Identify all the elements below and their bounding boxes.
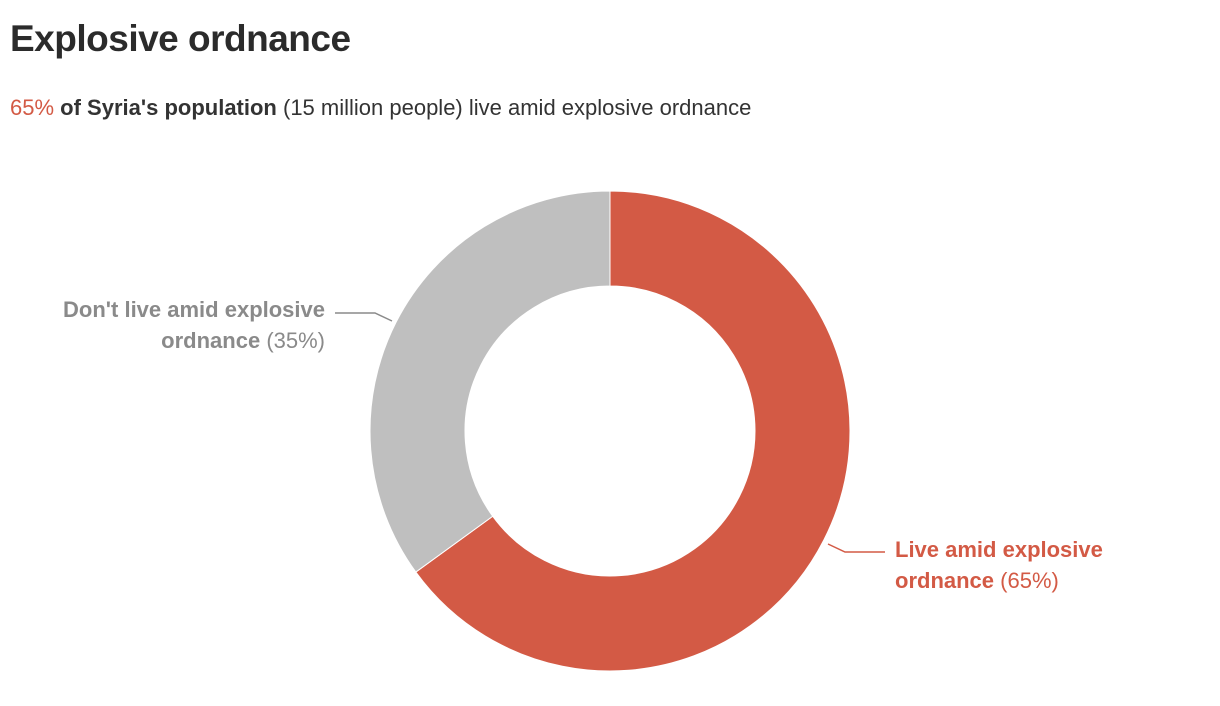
slice-not-live — [369, 190, 611, 573]
chart-subtitle: 65% of Syria's population (15 million pe… — [10, 95, 751, 121]
subtitle-highlight: 65% — [10, 95, 55, 120]
subtitle-bold: of Syria's population — [60, 95, 277, 120]
subtitle-rest: (15 million people) live amid explosive … — [283, 95, 752, 120]
chart-title: Explosive ordnance — [10, 18, 351, 59]
slice-label-live-pct: (65%) — [1000, 568, 1059, 593]
leader-line-live — [827, 543, 885, 553]
slice-label-live-line1: Live amid explosive — [895, 537, 1103, 562]
slice-label-live-line2: ordnance — [895, 568, 995, 593]
slice-label-not-live-pct: (35%) — [266, 328, 325, 353]
donut-slices — [369, 190, 851, 672]
slice-label-live: Live amid explosive ordnance (65%) — [895, 534, 1103, 596]
slice-label-not-live-line2: ordnance — [161, 328, 261, 353]
slice-live — [415, 190, 851, 672]
slice-label-not-live: Don't live amid explosive ordnance (35%) — [63, 294, 325, 356]
leader-line-not-live — [335, 312, 393, 322]
slice-label-not-live-line1: Don't live amid explosive — [63, 297, 325, 322]
